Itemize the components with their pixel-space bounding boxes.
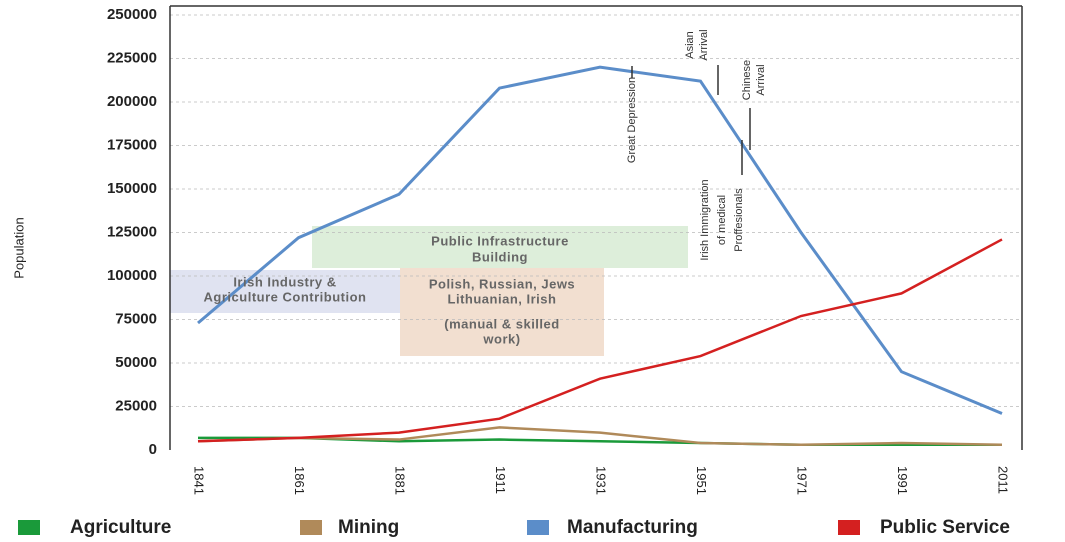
annotation-box: [312, 226, 688, 268]
annotation: Great Depression: [626, 77, 638, 163]
annotation: Irish Industry &: [233, 274, 336, 289]
annotation: Irish Immigration: [699, 179, 711, 260]
legend-label: Mining: [338, 517, 399, 538]
annotation-box: [400, 268, 604, 356]
legend-swatch: [527, 520, 549, 535]
x-tick-label: 1881: [393, 466, 408, 495]
legend-label: Manufacturing: [567, 517, 698, 538]
y-tick-label: 250000: [107, 6, 157, 23]
annotation: Asian: [684, 31, 696, 59]
annotation-box: [170, 270, 400, 313]
y-tick-label: 100000: [107, 267, 157, 284]
annotation: Agriculture Contribution: [204, 289, 367, 304]
annotation: Building: [472, 249, 528, 264]
series-line: [197, 238, 1003, 443]
x-tick-label: 1841: [192, 466, 207, 495]
y-tick-label: 125000: [107, 223, 157, 240]
legend-swatch: [300, 520, 322, 535]
y-tick-label: 200000: [107, 93, 157, 110]
annotation: Public Infrastructure: [431, 233, 569, 248]
y-tick-label: 0: [149, 441, 157, 458]
series-line: [197, 65, 1003, 415]
x-tick-label: 1931: [594, 466, 609, 495]
y-tick-label: 50000: [115, 354, 157, 371]
annotation: Lithuanian, Irish: [448, 291, 557, 306]
legend-label: Agriculture: [70, 517, 171, 538]
x-tick-label: 1971: [795, 466, 810, 495]
y-tick-label: 25000: [115, 397, 157, 414]
y-tick-label: 175000: [107, 136, 157, 153]
x-tick-label: 1991: [895, 466, 910, 495]
annotation: Arrival: [755, 64, 767, 95]
annotation: work): [482, 331, 520, 346]
annotation: Proffesionals: [733, 188, 745, 252]
annotation: Arrival: [698, 29, 710, 60]
x-tick-label: 1951: [694, 466, 709, 495]
legend-swatch: [838, 520, 860, 535]
annotation: (manual & skilled: [444, 316, 559, 331]
annotation: Polish, Russian, Jews: [429, 276, 575, 291]
y-tick-label: 75000: [115, 310, 157, 327]
x-tick-label: 2011: [996, 466, 1011, 494]
x-tick-label: 1911: [493, 466, 508, 494]
y-tick-label: 150000: [107, 180, 157, 197]
annotation: Chinese: [741, 60, 753, 100]
legend-label: Public Service: [880, 517, 1010, 538]
legend-swatch: [18, 520, 40, 535]
series-line: [197, 426, 1003, 447]
annotation: of medical: [716, 195, 728, 245]
x-tick-label: 1861: [292, 466, 307, 495]
y-tick-label: 225000: [107, 49, 157, 66]
y-axis-label: Population: [11, 217, 26, 278]
